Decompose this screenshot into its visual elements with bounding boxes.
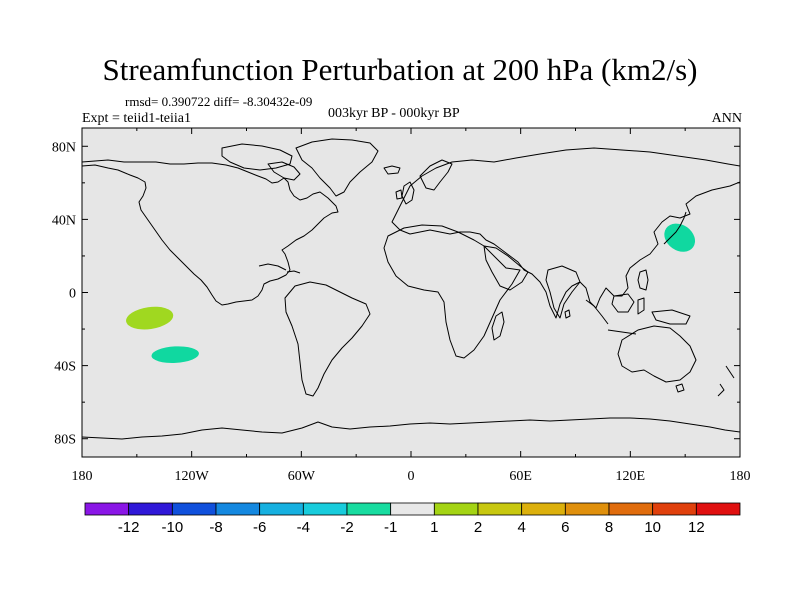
- colorbar-swatch: [128, 502, 173, 516]
- lon-tick-label: 180: [72, 469, 93, 484]
- coastline-baffin-island: [267, 161, 301, 181]
- colorbar-swatch: [695, 502, 741, 516]
- period-label: 003kyr BP - 000kyr BP: [328, 106, 460, 121]
- colorbar-swatch: [215, 502, 261, 516]
- colorbar-swatch: [608, 502, 654, 516]
- colorbar: [84, 502, 741, 516]
- coastline-sulawesi: [637, 297, 645, 315]
- coastline-sumatra: [585, 299, 609, 325]
- coastline-canadian-arctic: [221, 143, 293, 171]
- lon-tick-label: 120W: [175, 469, 210, 484]
- stats-text: rmsd= 0.390722 diff= -8.30432e-09: [125, 94, 313, 109]
- lon-tick-label: 120E: [616, 469, 646, 484]
- lat-tick-label: 0: [69, 287, 76, 302]
- lon-tick-label: 60E: [509, 469, 532, 484]
- colorbar-label: -1: [384, 519, 397, 536]
- coastline-antarctica: [82, 417, 740, 440]
- coastline-ireland: [395, 189, 403, 200]
- colorbar-swatch: [259, 502, 304, 516]
- anomaly-tropical-pacific-positive: [126, 306, 174, 330]
- coastline-cuba: [258, 263, 287, 271]
- colorbar-swatch: [346, 502, 392, 516]
- map-background: [82, 128, 740, 457]
- colorbar-label: 12: [688, 519, 705, 536]
- colorbar-swatch: [564, 502, 610, 516]
- colorbar-swatch: [390, 502, 435, 516]
- colorbar-label: 8: [605, 519, 613, 536]
- colorbar-label: -6: [253, 519, 266, 536]
- colorbar-label: -10: [161, 519, 183, 536]
- colorbar-label: 1: [430, 519, 438, 536]
- coastline-eurasia: [391, 147, 740, 319]
- lat-tick-label: 40S: [54, 360, 76, 375]
- coastline-india: [545, 265, 581, 319]
- anomaly-north-pacific-negative: [664, 223, 696, 252]
- plot-title: Streamfunction Perturbation at 200 hPa (…: [102, 52, 698, 87]
- coastlines: [82, 138, 740, 440]
- lat-tick-label: 80N: [52, 140, 76, 155]
- colorbar-labels: -12 -10 -8 -6 -4 -2 -1 1 2 4 6 8 10 12: [118, 519, 705, 536]
- colorbar-label: -12: [118, 519, 140, 536]
- coastline-hispaniola: [286, 270, 301, 274]
- coastline-africa: [383, 224, 521, 359]
- season-label: ANN: [711, 111, 742, 126]
- anomaly-south-pacific-negative: [151, 346, 199, 363]
- experiment-label: Expt = teiid1-teiia1: [82, 111, 191, 126]
- colorbar-swatch: [171, 502, 217, 516]
- coastline-arabia: [483, 245, 529, 291]
- coastline-iceland: [383, 165, 401, 175]
- longitude-axis: 180 120W 60W 0 60E 120E 180: [72, 128, 751, 484]
- coastline-tasmania: [675, 383, 685, 393]
- colorbar-swatch: [302, 502, 348, 516]
- colorbar-swatch: [433, 502, 479, 516]
- coastline-south-america: [284, 281, 371, 397]
- coastline-new-zealand-north: [725, 365, 735, 379]
- coastline-madagascar: [491, 311, 505, 341]
- coastline-scandinavia: [419, 159, 453, 191]
- colorbar-label: -4: [297, 519, 310, 536]
- lat-tick-label: 40N: [52, 213, 76, 228]
- anomaly-layer: [126, 223, 696, 363]
- colorbar-label: -2: [340, 519, 353, 536]
- colorbar-label: 2: [474, 519, 482, 536]
- colorbar-swatch: [84, 502, 130, 516]
- colorbar-swatch: [652, 502, 697, 516]
- coastline-new-guinea: [651, 309, 691, 325]
- coastline-philippines: [637, 269, 649, 291]
- coastline-new-zealand-south: [717, 383, 725, 397]
- colorbar-swatch: [521, 502, 566, 516]
- coastline-japan: [663, 211, 687, 245]
- coastline-north-america: [82, 159, 339, 306]
- latitude-axis: 80N 40N 0 40S 80S: [52, 140, 740, 448]
- colorbar-label: 6: [561, 519, 569, 536]
- coastline-sri-lanka: [564, 309, 571, 319]
- colorbar-label: 4: [517, 519, 525, 536]
- coastline-greenland: [295, 138, 379, 197]
- coastline-borneo: [611, 293, 635, 313]
- lat-tick-label: 80S: [54, 433, 76, 448]
- coastline-java: [607, 329, 637, 335]
- coastline-australia: [617, 325, 697, 383]
- colorbar-label: -8: [209, 519, 222, 536]
- lon-tick-label: 0: [408, 469, 415, 484]
- lon-tick-label: 180: [730, 469, 751, 484]
- lon-tick-label: 60W: [288, 469, 316, 484]
- colorbar-label: 10: [644, 519, 661, 536]
- colorbar-swatch: [477, 502, 523, 516]
